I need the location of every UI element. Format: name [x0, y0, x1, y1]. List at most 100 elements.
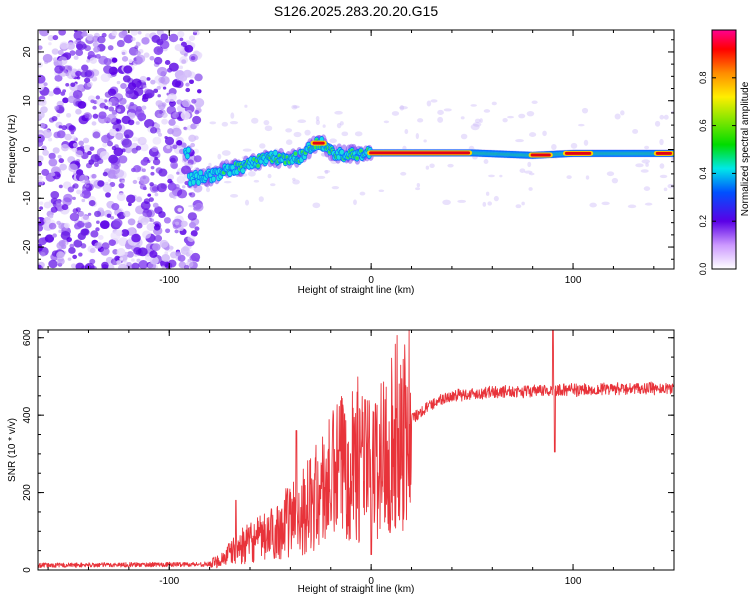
noise-blob [168, 62, 179, 72]
noise-blob [142, 209, 153, 218]
noise-blob [659, 174, 668, 179]
noise-blob [93, 46, 100, 53]
noise-blob [59, 65, 66, 71]
noise-blob [502, 117, 508, 123]
noise-blob [304, 129, 311, 136]
noise-blob [132, 136, 138, 142]
noise-blob [180, 111, 191, 120]
noise-blob [161, 265, 165, 269]
noise-blob [292, 179, 300, 185]
noise-blob [77, 232, 86, 240]
noise-blob [177, 30, 185, 38]
noise-blob [84, 77, 91, 84]
noise-blob [460, 116, 465, 120]
noise-blob [209, 121, 217, 125]
noise-blob [58, 184, 63, 189]
noise-blob [87, 150, 92, 156]
noise-blob [292, 177, 296, 181]
ridge-cyan [198, 170, 203, 176]
noise-blob [136, 222, 143, 229]
noise-blob [324, 170, 329, 175]
noise-blob [67, 257, 72, 261]
noise-blob [177, 189, 188, 199]
noise-blob [519, 168, 526, 173]
ridge-cyan [191, 179, 196, 185]
noise-blob [178, 65, 184, 70]
noise-blob [322, 124, 326, 128]
noise-blob [95, 227, 100, 232]
noise-blob [263, 119, 270, 126]
y-tick-label: 0 [22, 567, 33, 573]
noise-blob [75, 41, 87, 51]
noise-blob [443, 108, 452, 112]
colorbar-tick-label: 0.0 [698, 263, 708, 276]
ridge-red [564, 151, 592, 155]
noise-blob [123, 65, 133, 74]
noise-blob [38, 134, 45, 143]
noise-blob [101, 261, 109, 269]
noise-blob [39, 201, 44, 206]
noise-blob [589, 202, 597, 208]
noise-blob [180, 246, 190, 255]
noise-blob [121, 51, 126, 55]
noise-blob [126, 194, 136, 204]
noise-blob [663, 114, 669, 120]
noise-blob [164, 136, 175, 146]
noise-blob [75, 108, 82, 115]
noise-blob [601, 201, 610, 206]
noise-blob [73, 30, 84, 41]
noise-blob [493, 195, 499, 202]
noise-blob [170, 161, 179, 169]
y-tick-label: 400 [22, 406, 33, 423]
x-tick-label: -100 [159, 576, 179, 587]
noise-blob [112, 218, 123, 228]
noise-blob [159, 239, 169, 248]
noise-blob [38, 224, 44, 232]
noise-blob [659, 138, 664, 146]
noise-blob [125, 86, 135, 95]
noise-blob [483, 109, 491, 113]
noise-blob [172, 144, 178, 150]
x-tick-label: 100 [565, 275, 582, 286]
noise-blob [133, 247, 142, 255]
noise-blob [191, 98, 197, 104]
noise-blob [121, 56, 129, 62]
noise-blob [80, 145, 85, 150]
noise-blob [91, 173, 97, 179]
noise-blob [61, 125, 68, 131]
noise-blob [135, 121, 140, 125]
noise-blob [42, 53, 53, 63]
noise-blob [108, 106, 115, 112]
noise-blob [111, 57, 118, 63]
noise-blob [315, 119, 320, 126]
noise-blob [230, 193, 239, 198]
colorbar-tick-label: 0.6 [698, 119, 708, 132]
noise-blob [190, 142, 196, 148]
noise-blob [108, 239, 116, 246]
noise-blob [291, 104, 298, 110]
noise-blob [98, 111, 107, 119]
noise-blob [92, 41, 99, 48]
noise-blob [57, 49, 64, 56]
noise-blob [581, 107, 589, 114]
noise-blob [116, 39, 125, 48]
ridge-red [655, 151, 672, 155]
noise-blob [166, 105, 177, 115]
noise-blob [94, 210, 102, 218]
noise-blob [52, 57, 58, 62]
noise-blob [316, 175, 326, 179]
noise-blob [127, 202, 132, 207]
noise-blob [188, 250, 194, 255]
noise-blob [120, 83, 127, 90]
noise-blob [128, 59, 133, 64]
noise-blob [217, 153, 222, 160]
noise-blob [58, 229, 62, 233]
noise-blob [189, 221, 196, 229]
noise-blob [423, 139, 427, 143]
noise-blob [103, 65, 113, 74]
colorbar-tick-label: 0.2 [698, 215, 708, 228]
noise-blob [116, 248, 126, 257]
noise-blob [156, 129, 161, 135]
noise-blob [43, 201, 52, 209]
y-tick-label: -10 [22, 191, 33, 206]
